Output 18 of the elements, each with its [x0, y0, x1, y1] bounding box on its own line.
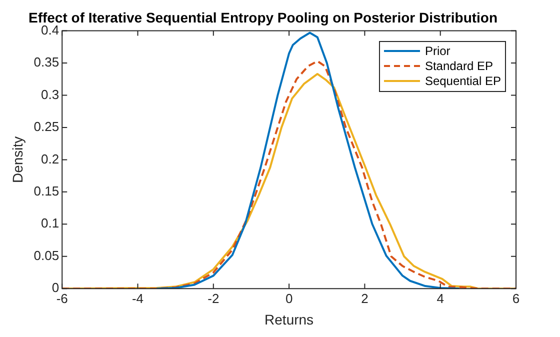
legend-label: Sequential EP — [424, 74, 501, 89]
y-axis-title: Density — [9, 136, 26, 184]
y-tick-label: 0.15 — [34, 184, 60, 199]
legend-label: Standard EP — [424, 58, 493, 74]
y-tick-label: 0.1 — [41, 216, 60, 231]
y-tick-label: 0.2 — [41, 151, 60, 166]
x-tick-label: 4 — [436, 290, 444, 306]
x-tick-label: -2 — [208, 290, 220, 306]
x-tick-label: -4 — [132, 290, 144, 306]
x-tick-label: 6 — [512, 290, 520, 306]
legend-label: Prior — [424, 44, 450, 59]
y-tick-label: 0.25 — [34, 119, 60, 134]
y-tick-label: 0.35 — [34, 54, 60, 70]
y-tick-label: 0.3 — [41, 86, 60, 102]
y-tick-label: 0.05 — [34, 248, 60, 263]
x-axis-title: Returns — [264, 311, 314, 328]
x-tick-label: 2 — [361, 290, 368, 306]
x-tick-label: 0 — [285, 290, 293, 306]
